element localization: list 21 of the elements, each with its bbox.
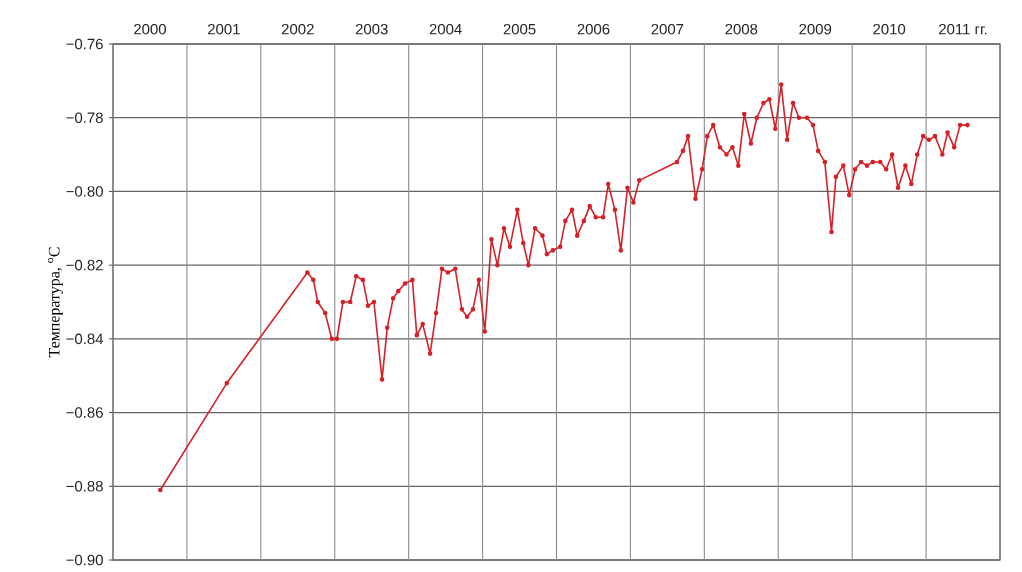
- x-tick-label: 2004: [429, 23, 462, 35]
- x-tick-label: 2007: [651, 23, 684, 35]
- x-tick-label: 2000: [134, 23, 166, 35]
- y-axis-title: Температура, $^{o}$C: [47, 247, 63, 358]
- y-tick-label: −0.84: [66, 333, 104, 345]
- x-tick-label: 2003: [355, 23, 388, 35]
- x-tick-label: 2002: [281, 23, 314, 35]
- y-tick-label: −0.82: [66, 259, 103, 271]
- y-tick-label: −0.76: [66, 38, 103, 50]
- x-tick-label: 2010: [873, 23, 906, 35]
- x-tick-label: 2008: [725, 23, 758, 35]
- y-tick-label: −0.80: [66, 186, 103, 197]
- y-tick-label: −0.88: [66, 480, 103, 492]
- x-tick-label: 2011 гг.: [939, 23, 987, 35]
- x-tick-label: 2001: [208, 23, 240, 35]
- y-tick-label: −0.78: [66, 112, 103, 123]
- y-tick-label: −0.90: [66, 554, 103, 566]
- x-tick-label: 2009: [799, 23, 832, 35]
- y-tick-label: −0.86: [66, 407, 103, 418]
- x-tick-label: 2005: [503, 23, 536, 35]
- x-tick-label: 2006: [577, 23, 610, 35]
